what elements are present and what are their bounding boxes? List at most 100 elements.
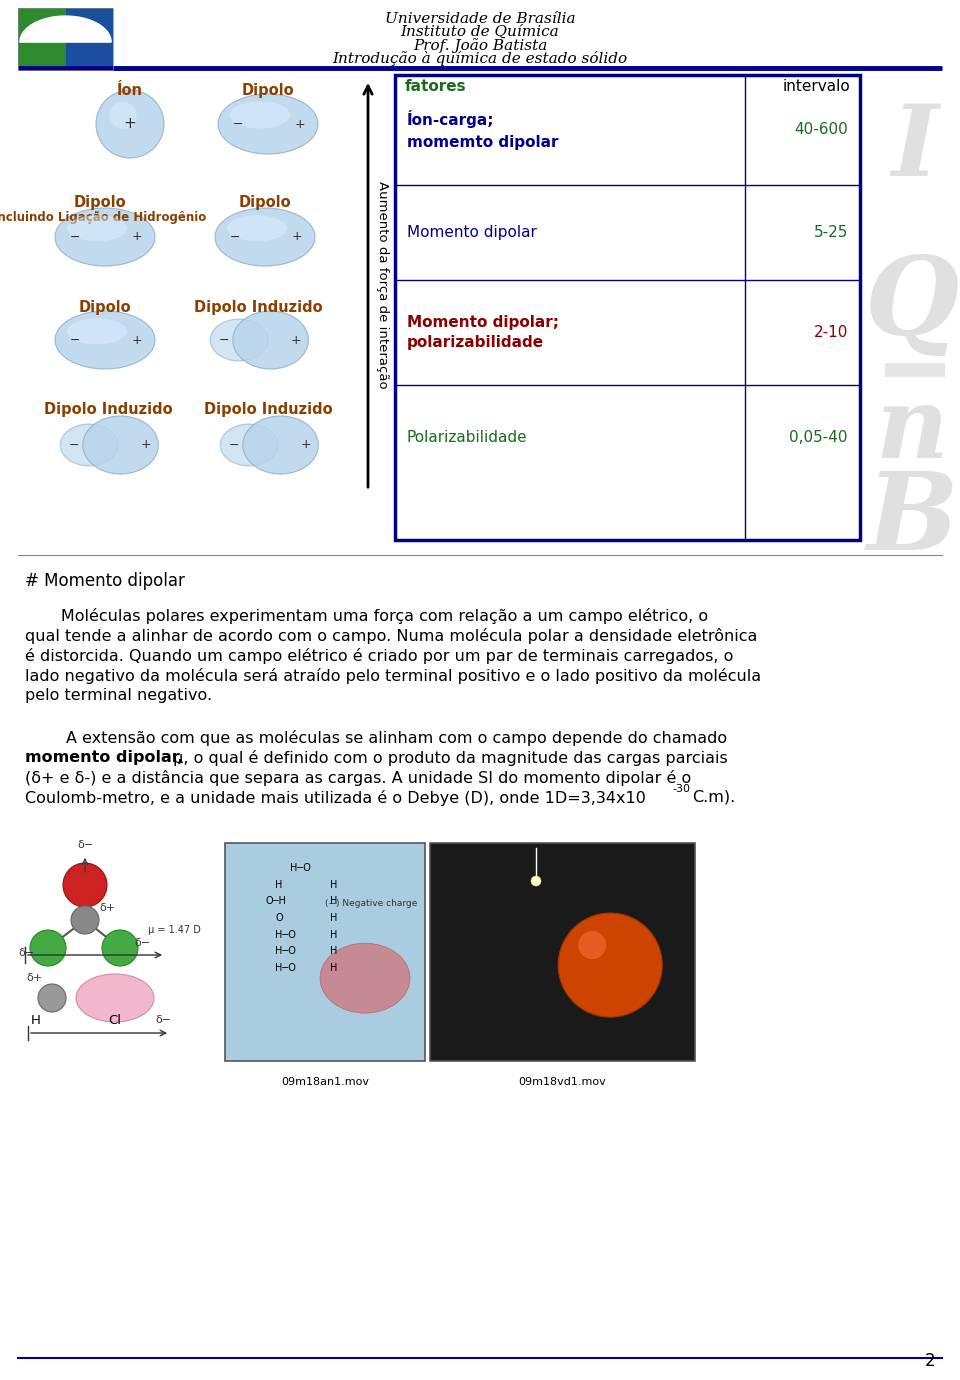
Circle shape <box>102 930 138 966</box>
Circle shape <box>71 907 99 934</box>
Text: H: H <box>330 880 337 890</box>
Bar <box>395 75 860 540</box>
Text: H: H <box>275 880 282 890</box>
Text: +: + <box>124 116 136 131</box>
Bar <box>18 8 113 70</box>
Text: Momento dipolar: Momento dipolar <box>407 225 537 240</box>
Text: Instituto de Química: Instituto de Química <box>400 25 560 39</box>
Text: Introdução à química de estado sólido: Introdução à química de estado sólido <box>332 51 628 66</box>
Text: intervalo: intervalo <box>782 79 850 94</box>
Text: H: H <box>330 947 337 956</box>
Text: Íon: Íon <box>117 83 143 98</box>
Text: +: + <box>291 334 301 346</box>
Text: Dipolo Induzido: Dipolo Induzido <box>194 299 323 315</box>
Circle shape <box>578 932 606 959</box>
Text: H─O: H─O <box>275 947 296 956</box>
Text: −: − <box>69 439 80 451</box>
Text: 2: 2 <box>924 1352 935 1370</box>
Text: μ = 1.47 D: μ = 1.47 D <box>148 925 201 936</box>
Text: −: − <box>219 334 229 346</box>
Ellipse shape <box>218 94 318 155</box>
Circle shape <box>558 914 662 1017</box>
Bar <box>225 843 425 1061</box>
Text: Coulomb-metro, e a unidade mais utilizada é o Debye (D), onde 1D=3,34x10: Coulomb-metro, e a unidade mais utilizad… <box>25 789 646 806</box>
Polygon shape <box>20 17 111 43</box>
Bar <box>18 8 65 70</box>
Text: H: H <box>31 1013 41 1027</box>
Text: H─O: H─O <box>290 862 311 874</box>
Text: δ+: δ+ <box>99 903 115 914</box>
Text: I: I <box>892 99 938 196</box>
Text: Dipolo: Dipolo <box>79 299 132 315</box>
Text: pelo terminal negativo.: pelo terminal negativo. <box>25 689 212 702</box>
Text: Dipolo Induzido: Dipolo Induzido <box>44 402 172 417</box>
Ellipse shape <box>55 208 155 266</box>
Circle shape <box>531 876 541 886</box>
Ellipse shape <box>230 102 290 128</box>
Text: 0,05-40: 0,05-40 <box>789 431 848 444</box>
Text: n: n <box>876 382 948 479</box>
Ellipse shape <box>55 310 155 368</box>
Text: B: B <box>866 466 958 573</box>
Text: 2-10: 2-10 <box>814 326 848 339</box>
Text: Moléculas polares experimentam uma força com relação a um campo elétrico, o: Moléculas polares experimentam uma força… <box>25 609 708 624</box>
Text: +: + <box>132 230 142 243</box>
Text: 09m18vd1.mov: 09m18vd1.mov <box>518 1076 607 1087</box>
Text: fatores: fatores <box>405 79 467 94</box>
Ellipse shape <box>67 319 127 345</box>
Text: Íon-carga;
momemto dipolar: Íon-carga; momemto dipolar <box>407 110 559 149</box>
Ellipse shape <box>227 215 287 242</box>
Text: 5-25: 5-25 <box>814 225 848 240</box>
Text: −: − <box>232 117 243 131</box>
Text: Dipolo: Dipolo <box>74 195 127 210</box>
Circle shape <box>63 862 107 907</box>
Text: lado negativo da molécula será atraído pelo terminal positivo e o lado positivo : lado negativo da molécula será atraído p… <box>25 668 761 684</box>
Text: +: + <box>292 230 302 243</box>
Ellipse shape <box>320 943 410 1013</box>
Text: δ−: δ− <box>134 938 150 948</box>
Text: C.m).: C.m). <box>692 789 735 805</box>
Ellipse shape <box>220 424 278 466</box>
Text: Universidade de Brasília: Universidade de Brasília <box>385 12 575 26</box>
Text: 40-600: 40-600 <box>794 123 848 138</box>
Circle shape <box>38 984 66 1012</box>
Text: Q: Q <box>865 253 959 357</box>
Circle shape <box>96 90 164 157</box>
Text: H─O: H─O <box>275 930 296 940</box>
Text: +: + <box>140 439 151 451</box>
Bar <box>430 843 695 1061</box>
Text: −: − <box>70 230 81 243</box>
Text: -30: -30 <box>672 784 690 793</box>
Text: −: − <box>229 439 240 451</box>
Text: (−) Negative charge: (−) Negative charge <box>324 898 417 908</box>
Ellipse shape <box>60 424 118 466</box>
Text: H: H <box>330 963 337 973</box>
Text: +: + <box>295 117 305 131</box>
Ellipse shape <box>210 319 268 362</box>
Text: Incluindo Ligação de Hidrogênio: Incluindo Ligação de Hidrogênio <box>0 211 206 224</box>
Text: (δ+ e δ-) e a distância que separa as cargas. A unidade SI do momento dipolar é : (δ+ e δ-) e a distância que separa as ca… <box>25 770 691 787</box>
Text: Prof. João Batista: Prof. João Batista <box>413 39 547 52</box>
Ellipse shape <box>215 208 315 266</box>
Text: momento dipolar,: momento dipolar, <box>25 749 183 765</box>
Ellipse shape <box>67 215 127 242</box>
Text: Dipolo: Dipolo <box>242 83 295 98</box>
Text: 09m18an1.mov: 09m18an1.mov <box>281 1076 369 1087</box>
Text: δ−: δ− <box>77 840 93 850</box>
Text: Aumento da força de interação: Aumento da força de interação <box>375 181 389 389</box>
Text: # Momento dipolar: # Momento dipolar <box>25 571 185 591</box>
Text: Dipolo: Dipolo <box>239 195 291 210</box>
Text: Polarizabilidade: Polarizabilidade <box>407 431 528 444</box>
Ellipse shape <box>233 310 308 368</box>
Text: O─H: O─H <box>265 896 286 907</box>
Text: δ−: δ− <box>155 1016 171 1025</box>
Bar <box>65 8 113 70</box>
Text: Cl: Cl <box>108 1013 122 1027</box>
Ellipse shape <box>243 415 319 473</box>
Text: −: − <box>70 334 81 346</box>
Text: μ, o qual é definido com o produto da magnitude das cargas parciais: μ, o qual é definido com o produto da ma… <box>168 749 728 766</box>
Text: Momento dipolar;
polarizabilidade: Momento dipolar; polarizabilidade <box>407 315 559 351</box>
Text: H: H <box>330 896 337 907</box>
Text: A extensão com que as moléculas se alinham com o campo depende do chamado: A extensão com que as moléculas se alinh… <box>25 730 727 747</box>
Ellipse shape <box>76 974 154 1023</box>
